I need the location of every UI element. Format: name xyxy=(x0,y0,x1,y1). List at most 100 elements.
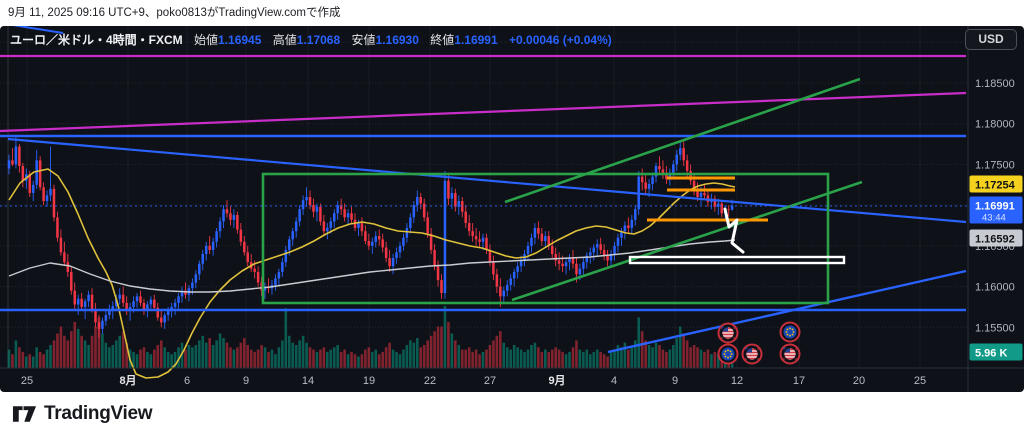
candle-body xyxy=(204,245,208,254)
volume-bar xyxy=(630,347,634,368)
change-value: +0.00046 (+0.04%) xyxy=(509,33,612,47)
candle-body xyxy=(326,227,329,232)
candle-body xyxy=(391,258,395,267)
candle-body xyxy=(294,221,298,232)
candle-body xyxy=(239,229,243,242)
volume-bar xyxy=(319,349,322,368)
event-flags-layer[interactable] xyxy=(717,321,801,365)
volume-bar xyxy=(402,349,405,368)
us-flag-event-icon[interactable] xyxy=(741,343,763,365)
candle-body xyxy=(682,148,685,161)
volume-bar xyxy=(499,331,502,368)
candle-body xyxy=(492,262,495,275)
candle-body xyxy=(547,236,551,246)
candle-body xyxy=(395,252,398,259)
candle-body xyxy=(675,154,679,165)
candle-body xyxy=(76,298,80,305)
volume-bar xyxy=(322,347,326,368)
candle-body xyxy=(647,183,651,189)
volume-bar xyxy=(550,349,554,368)
date-tick-label: 19 xyxy=(363,375,375,387)
candle-body xyxy=(412,205,416,218)
candle-body xyxy=(173,302,177,307)
symbol-title[interactable]: ユーロ／米ドル・4時間・FXCM xyxy=(10,33,183,47)
us-flag-event-icon[interactable] xyxy=(717,322,739,344)
volume-bar xyxy=(578,349,582,368)
white-arrow-annotation[interactable] xyxy=(723,207,745,254)
volume-bar xyxy=(471,351,474,368)
us-flag-event-icon[interactable] xyxy=(779,343,801,365)
volume-bar xyxy=(606,356,609,368)
green-lower-trendline[interactable] xyxy=(511,180,863,302)
volume-bar xyxy=(357,356,360,368)
volume-bar xyxy=(101,333,104,368)
flag-stripe xyxy=(783,354,797,357)
volume-bar xyxy=(343,349,346,368)
currency-toggle-button[interactable]: USD xyxy=(965,29,1017,50)
price-axis[interactable]: 1.185001.180001.175001.170001.165001.160… xyxy=(967,26,1023,392)
eu-flag-event-icon[interactable] xyxy=(779,321,801,343)
candle-body xyxy=(49,188,52,196)
candle-body xyxy=(281,262,284,272)
candle-body xyxy=(38,160,42,188)
volume-bar xyxy=(426,340,429,368)
magenta-trendline[interactable] xyxy=(0,91,967,133)
candle-body xyxy=(18,146,21,167)
candle-body xyxy=(550,245,554,254)
candle-body xyxy=(97,322,101,329)
ma-fast-price-label-bg xyxy=(969,175,1023,193)
volume-bar xyxy=(582,351,585,368)
volume-bar xyxy=(575,340,578,368)
tradingview-logo[interactable]: TradingView xyxy=(12,403,153,425)
candle-body xyxy=(284,249,288,263)
volume-bar xyxy=(699,349,703,368)
volume-bar xyxy=(166,351,170,368)
candle-body xyxy=(236,214,239,230)
ma-slow-price-label-bg xyxy=(969,229,1023,247)
drawings-layer[interactable] xyxy=(0,26,968,354)
volume-bar xyxy=(533,342,537,368)
volume-bar xyxy=(274,354,277,368)
blue-corner-trendline[interactable] xyxy=(0,26,64,34)
chart-canvas[interactable]: 25 8月 6 9 14 19 22 27 9月 4 9 12 17 20 25 1.18500 1.1800… xyxy=(0,26,1024,392)
volume-bar xyxy=(381,351,384,368)
volume-bar xyxy=(305,342,308,368)
blue-ascending-trendline[interactable] xyxy=(607,269,967,354)
volume-bar xyxy=(45,349,49,368)
time-axis[interactable]: 25 8月 6 9 14 19 22 27 9月 4 9 12 17 20 25 xyxy=(0,367,1024,387)
flag-stripe xyxy=(745,354,759,357)
candle-body xyxy=(42,187,45,202)
candle-body xyxy=(260,282,263,291)
flag-star xyxy=(789,334,791,337)
green-upper-trendline[interactable] xyxy=(504,77,861,204)
candle-body xyxy=(665,174,668,180)
candle-body xyxy=(371,241,374,246)
volume-bar xyxy=(568,351,571,368)
candle-body xyxy=(339,205,343,210)
volume-bar xyxy=(204,342,208,368)
candle-body xyxy=(184,290,187,295)
candle-body xyxy=(198,263,201,275)
price-tick-label: 1.17500 xyxy=(975,159,1015,171)
price-tick-label: 1.16000 xyxy=(975,282,1015,294)
volume-bar xyxy=(537,347,540,368)
white-level-rectangle[interactable] xyxy=(628,255,846,265)
volume-bar xyxy=(644,340,647,368)
volume-bar xyxy=(374,349,378,368)
volume-bar xyxy=(613,349,616,368)
candle-body xyxy=(585,255,589,263)
blue-descending-trendline[interactable] xyxy=(7,137,967,224)
eu-flag-event-icon[interactable] xyxy=(717,343,739,365)
candle-body xyxy=(595,244,599,248)
candle-body xyxy=(163,315,166,323)
volume-bar xyxy=(717,354,720,368)
candle-body xyxy=(118,294,121,299)
green-range-box[interactable] xyxy=(261,172,830,305)
candle-body xyxy=(422,203,426,218)
candle-body xyxy=(592,247,595,253)
volume-bar xyxy=(215,340,218,368)
candle-body xyxy=(717,203,720,207)
volume-bar xyxy=(502,342,506,368)
volume-bar xyxy=(146,351,149,368)
volume-bar xyxy=(284,308,288,368)
